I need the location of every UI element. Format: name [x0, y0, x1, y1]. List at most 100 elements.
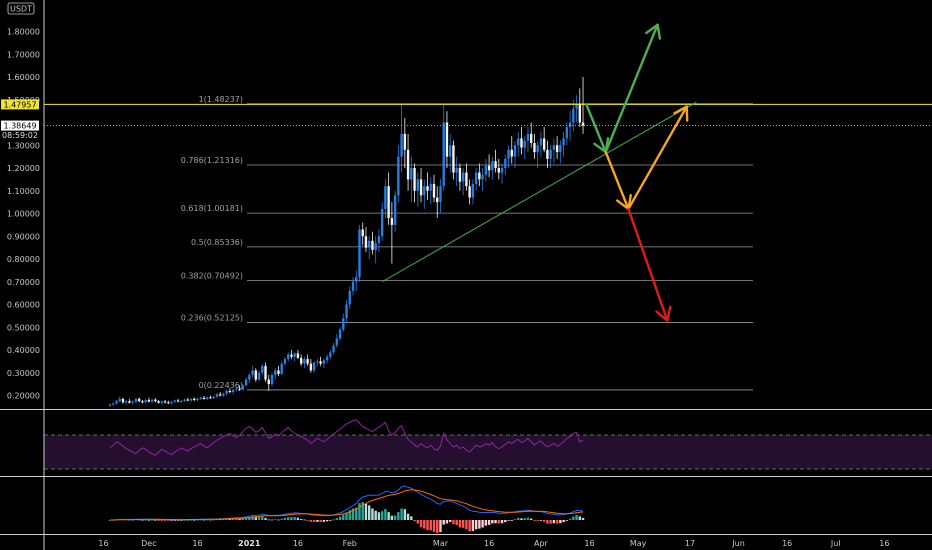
- candle-body: [368, 240, 371, 248]
- currency-badge[interactable]: [7, 2, 35, 15]
- x-tick-label: 16: [879, 539, 889, 548]
- macd-histogram-bar: [523, 518, 526, 520]
- macd-histogram-bar: [244, 517, 248, 520]
- projection-arrow-green[interactable]: [585, 103, 607, 154]
- last-price-value: 1.38649: [3, 122, 36, 131]
- macd-histogram-bar: [193, 519, 196, 521]
- y-tick-label: 1.70000: [7, 50, 40, 59]
- macd-slow-line: [110, 489, 584, 521]
- candle-body: [481, 174, 484, 180]
- candle-body: [270, 375, 274, 385]
- candle-body: [309, 363, 313, 371]
- ascending-trendline[interactable]: [381, 101, 697, 283]
- candle-body: [572, 108, 575, 123]
- macd-histogram-bar: [442, 520, 445, 525]
- candle-body: [293, 353, 296, 357]
- candle-body: [539, 138, 543, 146]
- macd-histogram-bar: [507, 520, 510, 521]
- drawing-layer[interactable]: [44, 23, 932, 322]
- arrow-head: [655, 305, 672, 322]
- projection-arrow-green[interactable]: [604, 23, 659, 154]
- macd-histogram-bar: [235, 518, 238, 520]
- candle-body: [251, 370, 254, 376]
- macd-histogram-bar: [517, 517, 520, 520]
- candle-body: [316, 361, 319, 363]
- last-price-badge-top: [1, 120, 39, 131]
- candle-body: [176, 400, 180, 402]
- arrow-head: [645, 23, 662, 40]
- candle-body: [452, 145, 455, 173]
- macd-histogram-bar: [287, 517, 290, 520]
- y-tick-label: 0.40000: [7, 346, 40, 355]
- x-tick-label: Mar: [433, 539, 449, 548]
- candle-body: [218, 394, 222, 396]
- macd-histogram-bar: [351, 508, 355, 520]
- macd-histogram-bar: [322, 520, 326, 522]
- macd-histogram-bar: [575, 514, 578, 520]
- macd-histogram-bar: [445, 520, 449, 524]
- candle-body: [355, 277, 358, 282]
- projection-arrow-orange[interactable]: [604, 150, 630, 211]
- macd-histogram-bar: [452, 520, 455, 525]
- macd-histogram-bar: [552, 520, 556, 524]
- macd-histogram-bar: [199, 519, 202, 521]
- oscillator-band: [44, 435, 932, 469]
- macd-histogram-bar: [403, 509, 407, 520]
- x-tick-label: Dec: [141, 539, 156, 548]
- macd-histogram-bar: [186, 519, 189, 521]
- macd-histogram-bar: [358, 503, 361, 520]
- candle-body: [290, 354, 293, 357]
- candle-body: [150, 399, 154, 402]
- macd-histogram-bar: [306, 520, 309, 521]
- candle-body: [484, 165, 488, 175]
- candle-body: [154, 399, 157, 402]
- macd-histogram-bar: [299, 519, 303, 520]
- arrow-head: [673, 105, 689, 122]
- projection-arrow-orange[interactable]: [627, 105, 688, 211]
- candle-body: [400, 133, 403, 157]
- candle-body: [235, 388, 238, 390]
- candle-body: [507, 149, 510, 159]
- macd-histogram-bar: [439, 520, 442, 533]
- candle-body: [342, 318, 345, 330]
- candle-body: [568, 122, 572, 128]
- candle-body: [581, 122, 585, 126]
- candle-body: [510, 149, 513, 157]
- currency-label: USDT: [10, 5, 32, 14]
- candle-body: [335, 338, 338, 346]
- macd-histogram-bar: [248, 517, 251, 520]
- macd-histogram-bar: [455, 520, 458, 526]
- projection-arrow-red[interactable]: [627, 207, 669, 322]
- macd-histogram-bar: [254, 517, 257, 520]
- macd-histogram-bar: [481, 520, 484, 528]
- macd-histogram-bar: [468, 520, 471, 532]
- candle-body: [212, 396, 215, 399]
- fib-level-label: 1(1.48237): [199, 95, 243, 104]
- macd-histogram-bar: [225, 518, 228, 520]
- x-tick-label: 2021: [238, 539, 261, 548]
- macd-histogram-bar: [384, 509, 387, 520]
- oscillator-line: [109, 419, 584, 456]
- fib-level-label: 0.236(0.52125): [181, 313, 243, 322]
- macd-histogram-bar: [406, 513, 410, 520]
- candle-body: [565, 127, 569, 139]
- y-tick-label: 0.30000: [7, 369, 40, 378]
- macd-histogram-bar: [364, 503, 368, 520]
- macd-histogram-bar: [238, 518, 241, 520]
- countdown-timer: 08:59:02: [2, 131, 38, 140]
- macd-histogram-bar: [160, 520, 164, 521]
- resistance-price-badge[interactable]: [1, 99, 39, 110]
- fibonacci-retracement[interactable]: 1(1.48237) 0.786(1.21316) 0.618(1.00181) 0.…: [181, 95, 753, 391]
- candle-body: [348, 290, 351, 305]
- macd-histogram-bar: [202, 519, 206, 521]
- candle-body: [345, 304, 348, 319]
- candle-body: [351, 281, 355, 291]
- candle-body: [487, 165, 491, 171]
- candle-body: [137, 398, 141, 402]
- fib-level-label: 0.5(0.85336): [191, 238, 243, 247]
- candle-body: [461, 172, 465, 182]
- candle-body: [163, 401, 167, 403]
- macd-histogram-bar: [257, 517, 261, 520]
- macd-histogram-bar: [290, 517, 293, 520]
- candle-body: [228, 390, 232, 393]
